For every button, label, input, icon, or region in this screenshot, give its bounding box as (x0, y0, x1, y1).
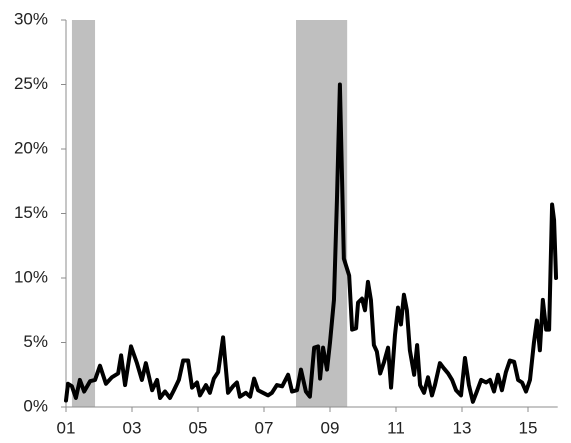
y-tick-label: 15% (14, 203, 48, 222)
recession-band (71, 20, 96, 407)
y-tick-label: 30% (14, 9, 48, 28)
y-tick-label: 5% (23, 332, 48, 351)
x-tick-label: 03 (123, 418, 142, 437)
x-tick-label: 15 (519, 418, 538, 437)
data-line (64, 82, 559, 404)
y-tick-label: 25% (14, 74, 48, 93)
x-tick-label: 13 (453, 418, 472, 437)
y-tick-label: 20% (14, 138, 48, 157)
x-tick-label: 11 (387, 418, 405, 437)
y-tick-label: 0% (23, 396, 48, 415)
x-tick-label: 07 (255, 418, 274, 437)
y-tick-label: 10% (14, 267, 48, 286)
x-tick-label: 05 (189, 418, 208, 437)
x-tick-label: 01 (57, 418, 76, 437)
x-tick-label: 09 (321, 418, 340, 437)
